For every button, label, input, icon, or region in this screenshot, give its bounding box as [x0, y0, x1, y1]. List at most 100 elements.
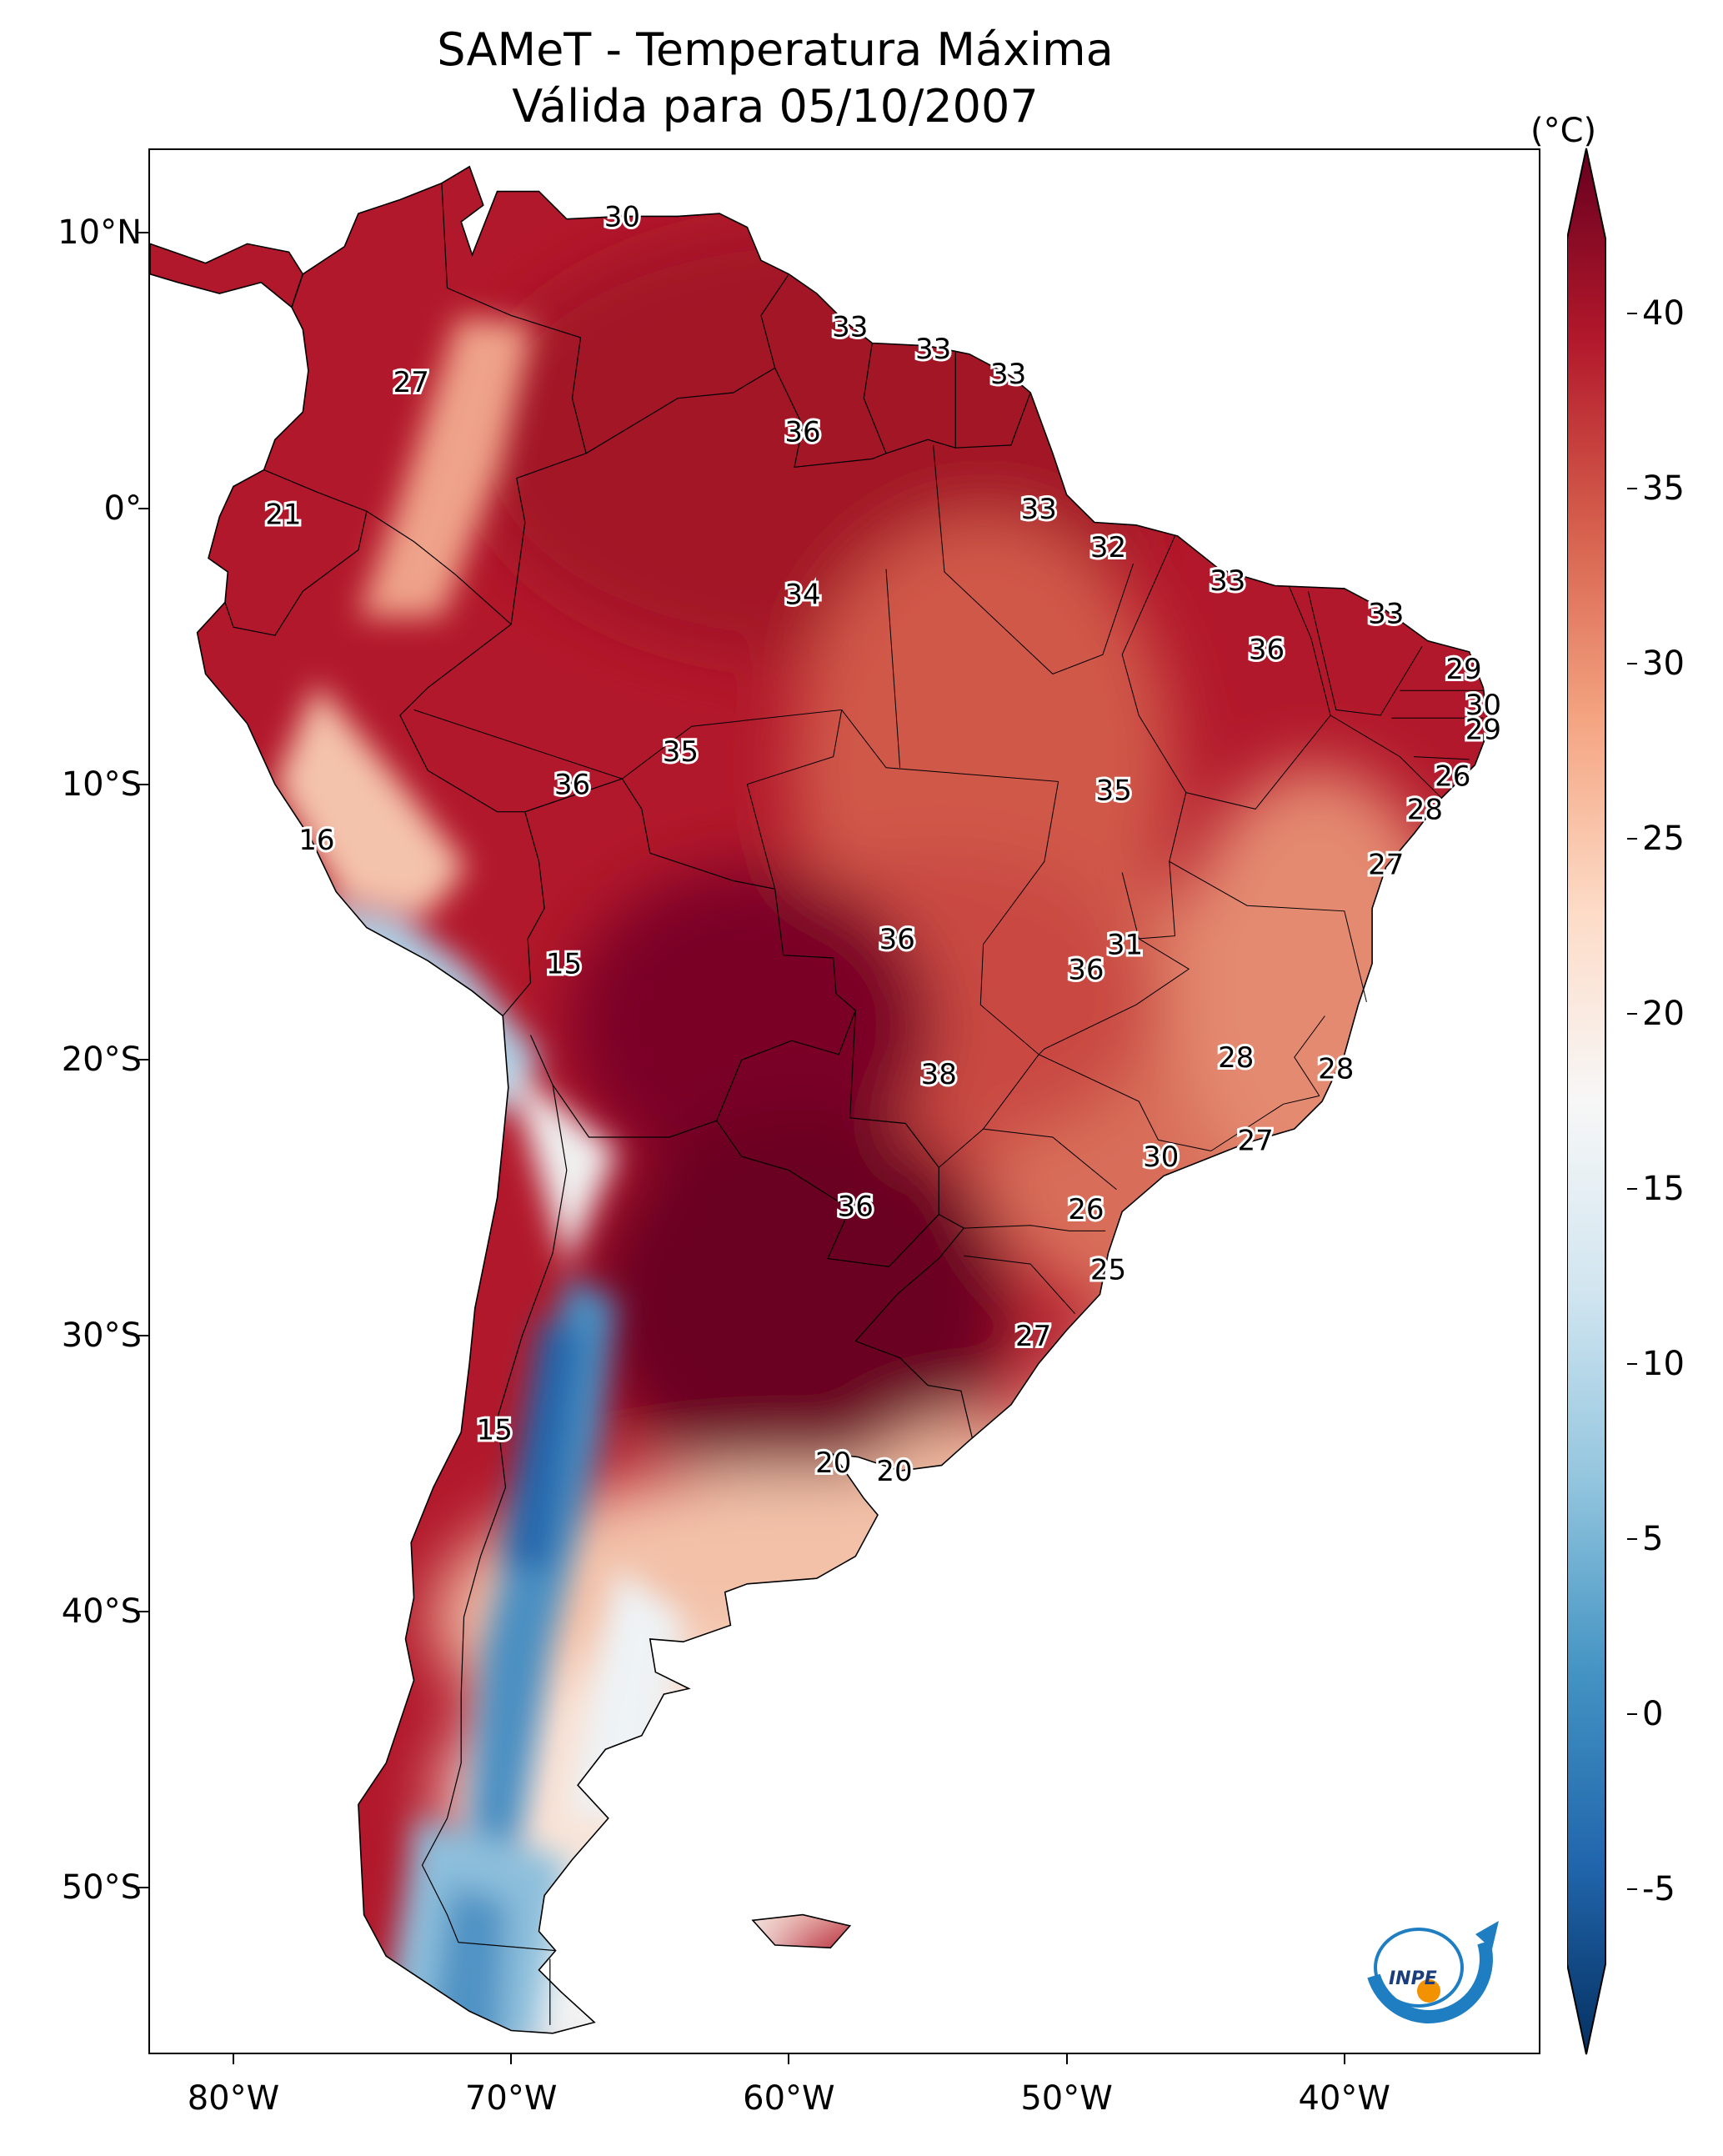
map-subtitle: Válida para 05/10/2007: [512, 80, 1039, 133]
state-border-line: [1169, 860, 1367, 1003]
colorbar-tick-mark: [1627, 488, 1637, 489]
state-border-line: [841, 709, 1059, 1168]
station-temperature-label: 36: [1068, 953, 1104, 986]
y-tick-mark: [138, 1335, 148, 1337]
state-border-line: [1121, 535, 1187, 940]
x-tick-mark: [788, 2054, 790, 2064]
state-border-line: [1038, 938, 1211, 1151]
country-borders: [224, 183, 1484, 2025]
colorbar-tick-mark: [1627, 1013, 1637, 1015]
x-tick-label: 60°W: [743, 2079, 835, 2118]
state-border-line: [1210, 1095, 1320, 1151]
station-temperature-label: 27: [1368, 849, 1404, 882]
country-border-line: [441, 183, 587, 624]
station-temperature-label: 32: [1090, 531, 1126, 564]
station-temperature-label: 35: [1096, 774, 1132, 807]
state-border-line: [1330, 714, 1442, 799]
x-tick-mark: [510, 2054, 513, 2064]
country-border-line: [854, 1214, 965, 1342]
y-tick-label: 10°S: [61, 765, 142, 804]
station-temperature-label: 28: [1318, 1052, 1354, 1086]
station-temperature-label: 25: [1090, 1254, 1126, 1287]
colorbar-tick-label: 20: [1642, 995, 1685, 1033]
colorbar-tick-label: 15: [1642, 1170, 1685, 1208]
station-temperature-label: 27: [393, 366, 429, 399]
colorbar-gradient: [1567, 148, 1606, 2055]
station-temperature-label: 33: [1210, 564, 1245, 598]
state-border-line: [1414, 756, 1470, 760]
station-temperature-label: 36: [554, 769, 590, 802]
colorbar-tick-label: 10: [1642, 1345, 1685, 1383]
colorbar-tick-label: 0: [1642, 1695, 1664, 1733]
colorbar-tick-label: 30: [1642, 644, 1685, 683]
x-tick-label: 80°W: [187, 2079, 280, 2118]
country-border-line: [421, 1085, 568, 1952]
country-border-line: [366, 510, 545, 1016]
colorbar-tick-label: -5: [1642, 1870, 1675, 1908]
state-border-line: [413, 709, 623, 780]
colorbar-tick-label: 5: [1642, 1520, 1664, 1558]
x-tick-mark: [1065, 2054, 1068, 2064]
inpe-logo: INPE: [1367, 1921, 1499, 2023]
x-tick-label: 70°W: [464, 2079, 558, 2118]
state-border-line: [964, 1255, 1075, 1315]
colorbar-tick-label: 35: [1642, 469, 1685, 508]
colorbar-tick-mark: [1627, 838, 1637, 840]
station-temperature-label: 29: [1445, 653, 1481, 686]
map-panel: 30 33 33 33 27 36 21 33 32 34 33 33 36 29 30 29 35 36 35 26…: [148, 148, 1540, 2054]
country-border-line: [585, 273, 789, 454]
y-tick-mark: [138, 232, 148, 234]
station-temperature-label: 34: [784, 579, 820, 612]
station-temperature-label: 36: [1249, 634, 1285, 667]
y-tick-label: 20°S: [61, 1040, 142, 1080]
y-tick-label: 0°: [103, 489, 142, 528]
y-tick-mark: [138, 1610, 148, 1612]
colorbar: [1567, 148, 1606, 2055]
state-border-line: [964, 1225, 1106, 1231]
temperature-field: [150, 166, 1489, 2033]
station-temperature-label: 20: [876, 1455, 912, 1488]
colorbar-tick-mark: [1627, 1363, 1637, 1365]
y-tick-mark: [138, 507, 148, 509]
colorbar-tick-label: 25: [1642, 820, 1685, 858]
state-border-line: [885, 569, 901, 768]
x-tick-mark: [1343, 2054, 1345, 2064]
station-temperature-label: 33: [1368, 598, 1404, 631]
y-tick-mark: [138, 1059, 148, 1061]
station-temperature-label: 26: [1435, 760, 1470, 794]
logo-text: INPE: [1389, 1968, 1437, 1989]
y-tick-label: 50°S: [61, 1868, 142, 1907]
y-tick-label: 10°N: [58, 213, 142, 253]
country-border-line: [855, 1341, 973, 1438]
station-temperature-label: 30: [1143, 1141, 1179, 1174]
station-temperature-label: 29: [1465, 714, 1501, 747]
colorbar-tick-mark: [1627, 1188, 1637, 1190]
colorbar-tick-mark: [1627, 313, 1637, 314]
colorbar-unit: (°C): [1530, 112, 1597, 150]
x-tick-label: 40°W: [1298, 2079, 1390, 2118]
station-temperature-label: 36: [879, 923, 915, 956]
station-temperature-label: 35: [663, 735, 699, 769]
station-temperature-label: 27: [1015, 1320, 1051, 1353]
map-title: SAMeT - Temperatura Máxima: [437, 23, 1114, 76]
station-temperature-label: 33: [832, 311, 868, 344]
station-temperature-label: 27: [1237, 1124, 1273, 1157]
station-temperature-label: 33: [1021, 493, 1057, 526]
station-temperature-label: 16: [298, 824, 334, 857]
station-temperature-label: 33: [990, 358, 1026, 391]
station-temperature-label: 33: [915, 333, 951, 366]
colorbar-tick-mark: [1627, 1713, 1637, 1715]
station-temperature-label: 38: [921, 1058, 957, 1091]
country-border-line: [224, 469, 368, 636]
x-tick-label: 50°W: [1020, 2079, 1113, 2118]
state-border-line: [983, 1128, 1117, 1191]
state-border-line: [622, 709, 843, 890]
colorbar-tick-label: 40: [1642, 294, 1685, 333]
y-tick-mark: [138, 1886, 148, 1888]
coastline: [150, 165, 1490, 2034]
station-temperature-label: 30: [604, 200, 640, 233]
station-temperature-label: 15: [546, 948, 582, 981]
station-temperature-label: 28: [1218, 1041, 1254, 1075]
